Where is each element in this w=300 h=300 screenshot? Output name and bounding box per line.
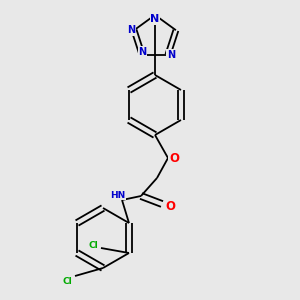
Text: Cl: Cl — [88, 241, 98, 250]
Text: O: O — [165, 200, 175, 212]
Text: N: N — [127, 25, 135, 35]
Text: Cl: Cl — [62, 277, 72, 286]
Text: HN: HN — [110, 190, 126, 200]
Text: N: N — [150, 14, 160, 24]
Text: N: N — [138, 47, 146, 57]
Text: N: N — [167, 50, 175, 60]
Text: O: O — [169, 152, 179, 164]
